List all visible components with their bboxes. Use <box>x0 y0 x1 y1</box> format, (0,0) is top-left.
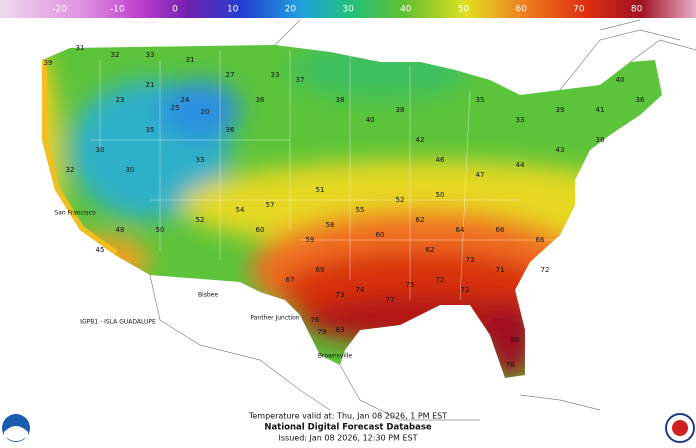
temperature-label: 76 <box>311 316 320 324</box>
temperature-label: 38 <box>336 96 345 104</box>
temperature-label: 37 <box>296 76 305 84</box>
temperature-label: 44 <box>516 161 525 169</box>
temperature-label: 27 <box>226 71 235 79</box>
colorbar-label: 80 <box>631 5 643 15</box>
temperature-label: 40 <box>366 116 375 124</box>
temperature-label: 33 <box>196 156 205 164</box>
temperature-label: 38 <box>596 136 605 144</box>
temperature-label: 83 <box>336 326 345 334</box>
temperature-label: 39 <box>556 106 565 114</box>
temperature-label: 77 <box>386 296 395 304</box>
temperature-label: 60 <box>376 231 385 239</box>
temperature-label: 46 <box>436 156 445 164</box>
temperature-label: 43 <box>556 146 565 154</box>
temperature-label: 48 <box>116 226 125 234</box>
temperature-label: 69 <box>316 266 325 274</box>
temperature-label: 67 <box>286 276 295 284</box>
temperature-label: 80 <box>511 336 520 344</box>
temperature-label: 74 <box>356 286 365 294</box>
temperature-label: 33 <box>146 51 155 59</box>
temperature-field <box>42 45 662 378</box>
colorbar-label: 10 <box>227 5 239 15</box>
temperature-label: 39 <box>44 59 53 67</box>
colorbar-label: -20 <box>52 5 67 15</box>
temperature-label: 51 <box>316 186 325 194</box>
temperature-label: 52 <box>196 216 205 224</box>
state-lines <box>90 50 560 301</box>
temperature-label: 31 <box>186 56 195 64</box>
issued-time: Issued: Jan 08 2026, 12:30 PM EST <box>279 434 418 443</box>
temperature-label: 45 <box>96 246 105 254</box>
temperature-label: 35 <box>146 126 155 134</box>
temperature-label: 78 <box>506 361 515 369</box>
temperature-label: 64 <box>456 226 465 234</box>
temperature-label: 58 <box>326 221 335 229</box>
temperature-label: 79 <box>318 328 327 336</box>
temperature-label: 21 <box>146 81 155 89</box>
temperature-label: 62 <box>416 216 425 224</box>
place-label: Panther Junction <box>250 315 299 322</box>
borders <box>149 19 696 421</box>
temperature-label: 32 <box>111 51 120 59</box>
temperature-label: 30 <box>96 146 105 154</box>
colorbar-label: 30 <box>342 5 354 15</box>
temperature-label: 54 <box>236 206 245 214</box>
temperature-label: 31 <box>76 44 85 52</box>
temperature-label: 52 <box>396 196 405 204</box>
colorbar-label: 0 <box>172 5 178 15</box>
place-label: IGPB1 - ISLA GUADALUPE <box>80 319 156 326</box>
temperature-label: 36 <box>226 126 235 134</box>
nws-logo-center <box>672 420 688 436</box>
temperature-label: 24 <box>181 96 190 104</box>
colorbar-label: 40 <box>400 5 412 15</box>
temperature-label: 32 <box>66 166 75 174</box>
temperature-label: 73 <box>466 256 475 264</box>
temperature-label: 38 <box>396 106 405 114</box>
colorbar-label: -10 <box>110 5 125 15</box>
temperature-label: 57 <box>266 201 275 209</box>
temperature-label: 20 <box>201 108 210 116</box>
footer-title: National Digital Forecast Database <box>264 423 432 433</box>
temperature-label: 50 <box>436 191 445 199</box>
temperature-label: 33 <box>516 116 525 124</box>
temperature-label: 72 <box>436 276 445 284</box>
temperature-label: 73 <box>336 291 345 299</box>
valid-time: Temperature valid at: Thu, Jan 08 2026, … <box>248 412 447 421</box>
temperature-label: 66 <box>536 236 545 244</box>
temperature-label: 60 <box>256 226 265 234</box>
noaa-logo-wave <box>4 426 28 441</box>
temperature-label: 30 <box>126 166 135 174</box>
place-label: Bisbee <box>198 292 218 299</box>
temperature-label: 62 <box>426 246 435 254</box>
temperature-label: 55 <box>356 206 365 214</box>
temperature-label: 23 <box>116 96 125 104</box>
temperature-label: 42 <box>416 136 425 144</box>
temperature-label: 35 <box>476 96 485 104</box>
temperature-label: 36 <box>256 96 265 104</box>
temperature-label: 59 <box>306 236 315 244</box>
place-label: San Francisco <box>54 210 96 217</box>
colorbar <box>0 0 696 18</box>
temperature-label: 36 <box>636 96 645 104</box>
temperature-label: 72 <box>461 286 470 294</box>
temperature-label: 50 <box>156 226 165 234</box>
temperature-label: 33 <box>271 71 280 79</box>
temperature-label: 66 <box>496 226 505 234</box>
temperature-label: 25 <box>171 104 180 112</box>
colorbar-label: 60 <box>515 5 527 15</box>
temperature-label: 47 <box>476 171 485 179</box>
temperature-label: 71 <box>496 266 505 274</box>
colorbar-label: 70 <box>573 5 585 15</box>
temperature-label: 72 <box>541 266 550 274</box>
temperature-label: 41 <box>596 106 605 114</box>
colorbar-label: 20 <box>285 5 297 15</box>
colorbar-label: 50 <box>458 5 470 15</box>
temperature-label: 40 <box>616 76 625 84</box>
temperature-label: 75 <box>406 281 415 289</box>
place-label: Brownsville <box>318 353 353 360</box>
